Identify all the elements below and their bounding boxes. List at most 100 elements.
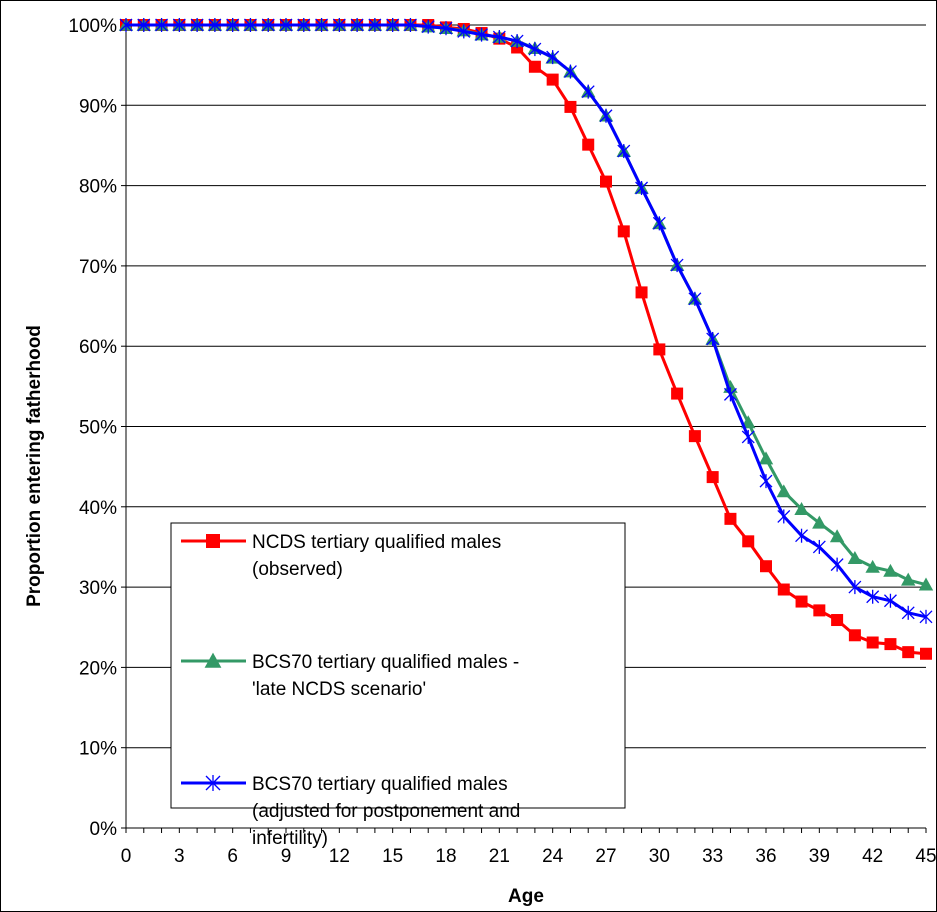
legend-entry-1: NCDS tertiary qualified males (observed)	[181, 532, 501, 580]
x-tick-label: 9	[281, 846, 292, 867]
legend-entry-3: BCS70 tertiary qualified males (adjusted …	[181, 774, 520, 849]
x-axis-title: Age	[508, 886, 544, 907]
y-tick-label: 30%	[79, 578, 117, 599]
legend-box	[170, 522, 626, 809]
square-marker	[777, 583, 790, 596]
square-marker	[848, 629, 861, 642]
x-tick-label: 30	[649, 846, 670, 867]
y-tick-labels: 0% 10% 20% 30% 40% 50% 60% 70% 80% 90% 100%	[68, 16, 117, 840]
asterisk-marker	[581, 84, 595, 99]
asterisk-marker	[492, 30, 506, 45]
asterisk-marker	[919, 609, 933, 624]
series-3	[119, 18, 933, 624]
asterisk-marker	[777, 509, 791, 524]
asterisk-marker	[866, 589, 880, 604]
triangle-marker	[901, 572, 916, 586]
legend-entry-2: BCS70 tertiary qualified males - 'late NC…	[181, 652, 519, 700]
asterisk-marker	[226, 18, 240, 32]
square-marker	[742, 535, 755, 548]
asterisk-marker	[119, 18, 133, 32]
asterisk-marker	[546, 50, 560, 65]
square-marker	[884, 638, 897, 651]
asterisk-marker	[457, 24, 471, 39]
asterisk-marker	[368, 18, 382, 32]
x-tick-label: 39	[809, 846, 830, 867]
y-tick-label: 40%	[79, 498, 117, 519]
square-marker	[635, 286, 648, 299]
triangle-marker	[794, 502, 809, 515]
x-tick-label: 42	[862, 846, 883, 867]
asterisk-marker	[137, 18, 151, 32]
x-tick-label: 27	[595, 846, 616, 867]
square-marker	[724, 512, 737, 525]
x-tick-label: 24	[542, 846, 564, 867]
legend-label: (adjusted for postponement and	[252, 801, 520, 822]
x-tick-label: 36	[755, 846, 776, 867]
asterisk-marker	[315, 18, 329, 32]
asterisk-marker	[421, 19, 435, 34]
asterisk-marker	[635, 181, 649, 196]
triangle-marker	[829, 529, 845, 543]
square-marker	[582, 138, 595, 151]
square-marker	[760, 560, 772, 573]
asterisk-marker	[599, 108, 613, 123]
triangle-marker	[918, 577, 934, 591]
x-tick-label: 18	[435, 846, 456, 867]
asterisk-marker	[205, 775, 221, 791]
asterisk-marker	[528, 42, 542, 57]
asterisk-marker	[617, 144, 631, 159]
square-marker	[866, 636, 879, 649]
x-tick-label: 3	[174, 846, 185, 867]
legend-label: BCS70 tertiary qualified males -	[252, 652, 519, 673]
x-tick-label: 15	[382, 846, 403, 867]
asterisk-marker	[439, 21, 453, 36]
asterisk-marker	[190, 18, 204, 32]
asterisk-marker	[350, 18, 364, 32]
asterisk-marker	[563, 64, 577, 79]
triangle-marker	[204, 652, 222, 668]
triangle-marker	[847, 550, 863, 564]
asterisk-marker	[332, 18, 346, 32]
square-marker	[795, 595, 808, 608]
asterisk-marker	[279, 18, 293, 32]
asterisk-marker	[741, 429, 755, 444]
asterisk-marker	[208, 18, 222, 32]
x-tick-label: 12	[329, 846, 350, 867]
legend: NCDS tertiary qualified males (observed) B…	[170, 522, 626, 849]
asterisk-marker	[670, 258, 684, 273]
triangle-marker	[812, 515, 827, 529]
square-marker	[600, 175, 612, 188]
square-marker	[617, 225, 630, 238]
asterisk-marker	[243, 18, 257, 32]
legend-label: 'late NCDS scenario'	[252, 679, 426, 700]
axes	[121, 24, 927, 833]
asterisk-marker	[830, 557, 844, 572]
asterisk-marker	[261, 18, 275, 32]
square-marker	[902, 646, 915, 659]
asterisk-marker	[475, 27, 489, 42]
asterisk-marker	[510, 34, 524, 49]
asterisk-marker	[386, 18, 400, 32]
asterisk-marker	[688, 291, 702, 306]
asterisk-marker	[812, 539, 826, 554]
square-marker	[653, 343, 666, 356]
triangle-marker	[865, 559, 880, 573]
x-tick-label: 0	[121, 846, 132, 867]
y-tick-label: 20%	[79, 658, 117, 679]
y-tick-label: 0%	[90, 819, 118, 840]
x-tick-label: 6	[227, 846, 238, 867]
square-marker	[831, 614, 844, 627]
x-tick-labels: 0 3 6 9 12 15 18 21 24 27 30 33 36 39 42 45	[121, 846, 937, 867]
asterisk-marker	[155, 18, 169, 32]
y-tick-label: 70%	[79, 257, 117, 278]
asterisk-marker	[723, 387, 737, 402]
square-marker	[206, 534, 220, 548]
y-tick-label: 50%	[79, 418, 117, 439]
y-axis-title: Proportion entering fatherhood	[24, 325, 45, 607]
asterisk-marker	[795, 528, 809, 543]
asterisk-marker	[883, 593, 897, 608]
square-marker	[688, 430, 701, 443]
triangle-marker	[883, 563, 898, 577]
square-marker	[671, 387, 684, 400]
